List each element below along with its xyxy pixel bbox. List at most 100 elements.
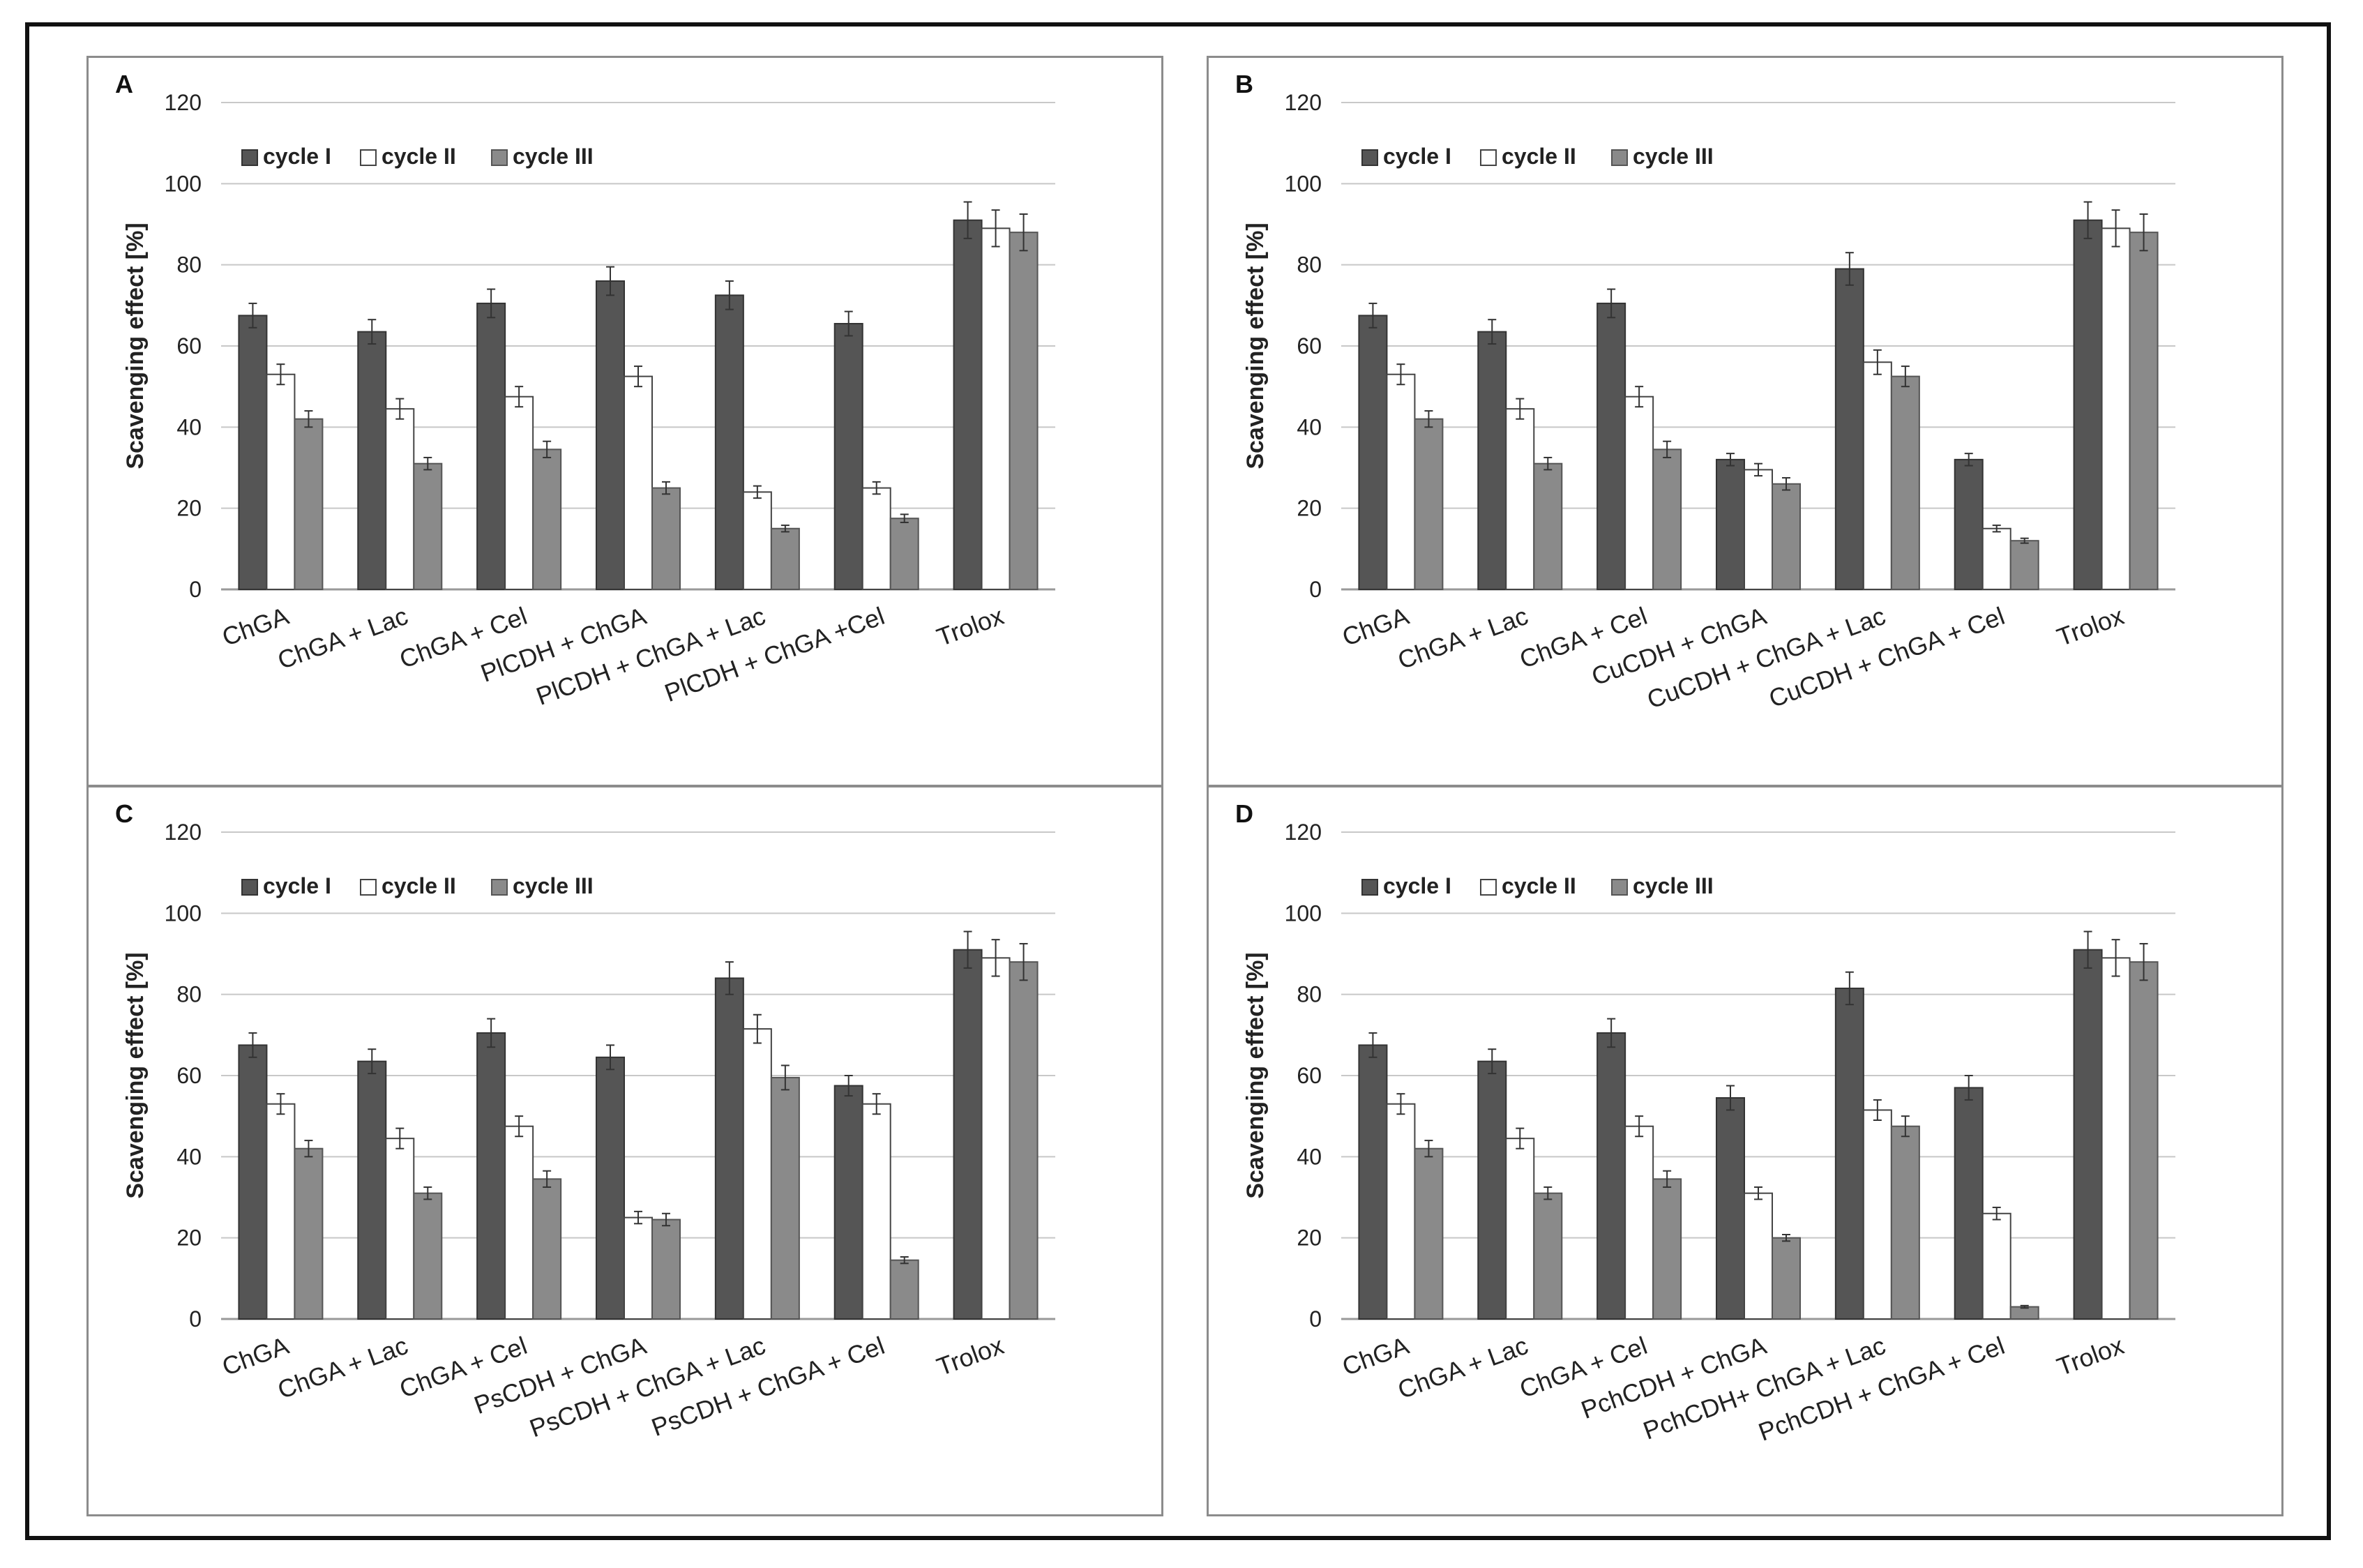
bar-cycle-III [651,487,681,590]
legend-swatch [360,879,377,896]
y-tick-label: 80 [1297,252,1322,278]
bar-cycle-II [2101,227,2131,591]
bar-cycle-I [1477,1060,1507,1320]
category-label: ChGA + Lac [1394,1331,1532,1404]
y-tick-label: 120 [1285,820,1322,845]
bar-cycle-II [624,1216,653,1320]
legend-swatch [241,879,258,896]
bar-cycle-I [476,1032,506,1320]
bar-cycle-III [413,1192,443,1320]
bar-cycle-II [385,1138,415,1320]
bar-cycle-I [1716,1096,1745,1320]
bar-cycle-II [861,1103,891,1320]
bar-cycle-II [861,487,891,590]
legend-label: cycle I [1383,873,1451,898]
bar-cycle-II [1386,1103,1416,1320]
y-tick-label: 80 [176,982,202,1007]
legend-swatch [1611,879,1628,896]
bar-cycle-III [1652,1178,1682,1320]
bar-cycle-II [742,1028,772,1320]
bar-cycle-I [357,331,387,590]
bar-cycle-III [2129,232,2159,590]
bar-cycle-II [504,395,534,590]
bar-cycle-II [2101,957,2131,1320]
y-tick-label: 20 [176,496,202,521]
bar-cycle-II [1386,373,1416,590]
bar-cycle-I [2073,949,2103,1320]
y-tick-label: 20 [176,1226,202,1251]
y-tick-label: 100 [165,900,202,926]
bar-cycle-I [238,1044,268,1320]
bar-cycle-II [981,227,1011,591]
legend-swatch [1361,149,1378,166]
panel-a: A 0 20 40 60 80 100 120 Scavenging effect [%] ChG… [86,56,1163,787]
legend-label: cycle II [382,144,456,169]
legend-swatch [491,879,508,896]
bar-cycle-III [1533,462,1563,591]
figure-frame: A 0 20 40 60 80 100 120 Scavenging effect [%] ChG… [25,22,2331,1540]
bar-cycle-II [385,408,415,590]
bar-cycle-III [294,1147,324,1320]
legend-label: cycle I [263,144,331,169]
bar-cycle-I [2073,219,2103,590]
legend-label: cycle I [1383,144,1451,169]
bar-cycle-II [1981,527,2011,590]
bar-cycle-I [714,294,744,590]
bar-cycle-I [1834,987,1864,1320]
legend-label: cycle III [513,873,594,898]
bar-cycle-II [624,375,653,590]
y-tick-label: 40 [1297,414,1322,439]
bar-cycle-III [532,448,562,591]
legend-swatch [1480,149,1497,166]
bar-cycle-II [1862,361,1892,590]
legend-swatch [360,149,377,166]
y-tick-label: 100 [1285,171,1322,196]
bar-cycle-II [1981,1212,2011,1320]
y-tick-label: 0 [189,577,202,602]
category-label: ChGA [218,601,292,651]
bar-cycle-I [357,1060,387,1320]
bar-cycle-III [1772,1237,1801,1320]
chart-b-svg: B 0 20 40 60 80 100 120 Scavenging effect [%] ChG… [1235,70,2175,714]
y-tick-label: 80 [176,252,202,278]
y-tick-label: 60 [1297,1063,1322,1088]
y-tick-label: 60 [1297,333,1322,359]
y-axis-title: Scavenging effect [%] [122,223,149,469]
category-label: ChGA + Lac [274,1331,412,1404]
bar-cycle-I [953,219,983,590]
bar-cycle-II [1505,1138,1535,1320]
y-tick-label: 100 [165,171,202,196]
category-label: ChGA [1338,601,1412,651]
bar-cycle-III [1009,232,1039,590]
bar-cycle-III [1009,961,1039,1320]
legend-label: cycle II [1502,873,1576,898]
bar-cycle-II [266,373,296,590]
bar-cycle-I [1596,1032,1626,1320]
bar-cycle-II [1505,408,1535,590]
bar-cycle-III [889,1259,919,1320]
bar-cycle-I [476,302,506,590]
y-tick-label: 0 [189,1306,202,1332]
bar-cycle-II [742,491,772,591]
chart-a-svg: A 0 20 40 60 80 100 120 Scavenging effect [%] ChG… [115,70,1055,711]
category-label: ChGA [218,1331,292,1381]
y-tick-label: 60 [176,333,202,359]
bar-cycle-III [1890,1125,1920,1320]
y-tick-label: 100 [1285,900,1322,926]
category-label: ChGA [1338,1331,1412,1381]
bar-cycle-II [1624,395,1654,590]
bar-cycle-II [1744,469,1773,590]
bar-cycle-III [2129,961,2159,1320]
bar-cycle-III [770,527,800,590]
bar-cycle-II [1624,1125,1654,1320]
bar-cycle-III [532,1178,562,1320]
y-tick-label: 80 [1297,982,1322,1007]
chart-d-svg: D 0 20 40 60 80 100 120 Scavenging effect [%] ChG… [1235,799,2175,1447]
y-tick-label: 40 [176,1144,202,1169]
bar-cycle-III [770,1076,800,1320]
panel-letter-b: B [1235,70,1253,98]
category-label: Trolox [2053,601,2128,651]
legend-swatch [241,149,258,166]
category-label: ChGA + Lac [1394,601,1532,674]
legend-label: cycle II [382,873,456,898]
